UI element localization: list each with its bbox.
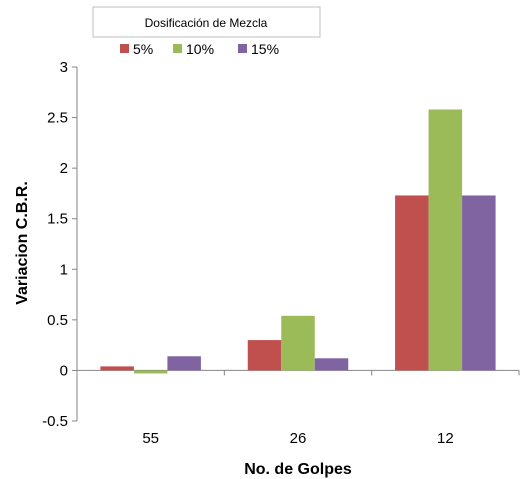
bar xyxy=(428,109,463,371)
bar xyxy=(100,366,134,371)
legend-swatch xyxy=(173,44,182,53)
y-tick-label: 2.5 xyxy=(47,110,68,127)
legend-entry: 5% xyxy=(133,41,153,57)
x-axis-title: No. de Golpes xyxy=(244,461,352,478)
legend: Dosificación de Mezcla 5% 10% 15% xyxy=(92,6,321,57)
x-tick-label: 12 xyxy=(437,430,454,447)
x-tick-label: 55 xyxy=(142,430,159,447)
bar xyxy=(167,356,201,371)
legend-title-box xyxy=(92,6,321,38)
bar xyxy=(395,195,429,371)
legend-entry: 10% xyxy=(186,41,214,57)
bar xyxy=(247,340,282,371)
y-tick-label: 0 xyxy=(60,362,68,379)
legend-title: Dosificación de Mezcla xyxy=(145,16,268,30)
y-tick-label: 2 xyxy=(60,160,68,177)
bar xyxy=(462,195,496,371)
y-tick-label: -0.5 xyxy=(42,413,68,430)
bar xyxy=(314,358,349,371)
y-tick-label: 3 xyxy=(60,59,68,76)
y-tick-label: 1 xyxy=(60,261,68,278)
x-tick-label: 26 xyxy=(290,430,307,447)
legend-entry: 15% xyxy=(251,41,279,57)
y-tick-label: 0.5 xyxy=(47,312,68,329)
legend-swatch xyxy=(238,44,247,53)
bar xyxy=(281,315,315,371)
y-axis-title: Variacion C.B.R. xyxy=(14,181,31,305)
y-tick-label: 1.5 xyxy=(47,211,68,228)
bar xyxy=(133,370,168,374)
legend-swatch xyxy=(120,44,129,53)
